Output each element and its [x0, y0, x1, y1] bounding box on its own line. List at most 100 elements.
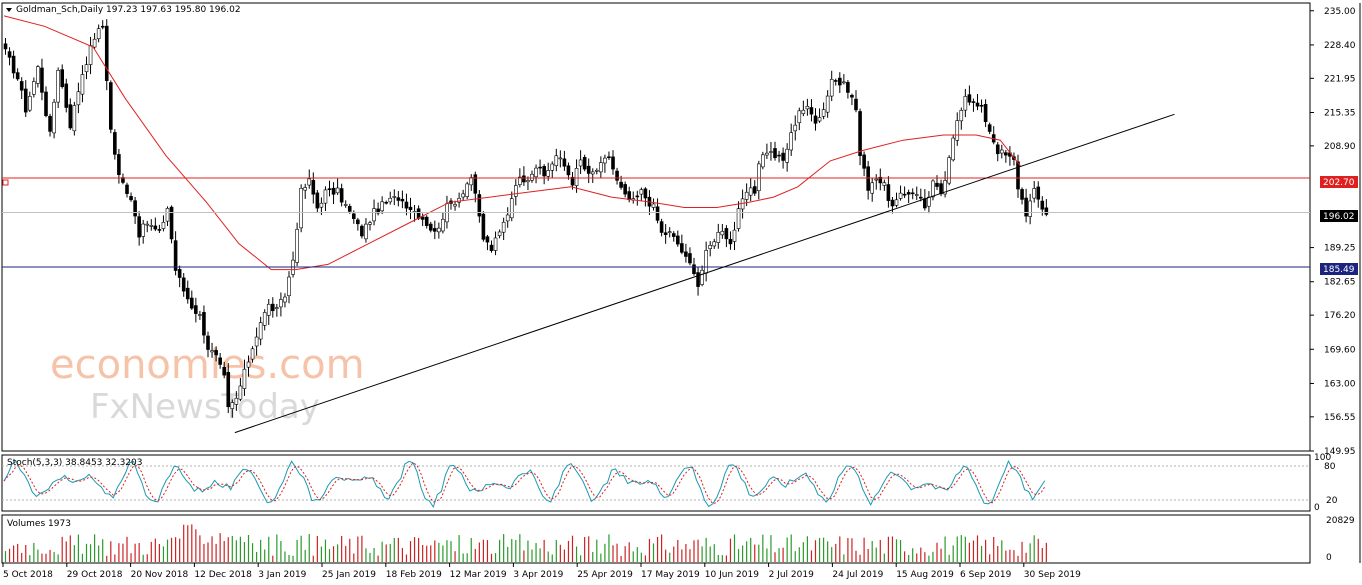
candle	[538, 159, 542, 175]
candle	[307, 169, 312, 189]
candle	[752, 180, 757, 196]
x-tick-label: 25 Apr 2019	[577, 570, 633, 580]
candle	[52, 99, 56, 139]
candle	[238, 377, 243, 402]
candle	[975, 94, 980, 111]
candle	[165, 206, 170, 227]
candle	[258, 316, 263, 346]
candle	[1004, 150, 1008, 163]
candle	[671, 231, 676, 242]
candle	[1016, 154, 1020, 198]
price-tick-label: 169.60	[1324, 345, 1356, 355]
candle	[149, 219, 154, 231]
candle	[485, 234, 490, 251]
candle	[469, 174, 474, 191]
candle	[878, 168, 883, 191]
candle	[392, 189, 397, 206]
candle	[862, 151, 866, 177]
candle	[64, 78, 69, 113]
moving-average-line	[3, 15, 1021, 271]
candle	[680, 234, 684, 255]
candle	[396, 191, 401, 207]
stoch-tick-100: 100	[1314, 453, 1331, 463]
candle	[846, 79, 850, 99]
candle	[1008, 146, 1012, 166]
x-tick-label: 2 Jul 2019	[769, 570, 814, 580]
candle	[364, 218, 368, 243]
candle	[109, 80, 113, 134]
candle	[562, 150, 567, 171]
candle	[959, 107, 964, 130]
candle	[441, 212, 445, 234]
x-tick-label: 3 Jan 2019	[258, 570, 306, 580]
candle	[327, 180, 332, 197]
resistance-marker	[2, 179, 9, 186]
support-label-box	[1320, 263, 1358, 275]
candle	[684, 243, 688, 263]
candle	[635, 190, 640, 206]
candle	[558, 150, 563, 168]
candle	[250, 346, 255, 363]
candle	[906, 189, 911, 204]
candle	[181, 273, 186, 297]
stoch-pane	[1, 454, 1311, 512]
candle	[246, 355, 251, 377]
candle	[311, 172, 316, 204]
stochastic-layer	[3, 460, 1046, 509]
price-tick-label: 176.20	[1324, 311, 1356, 321]
stoch-main-line	[3, 460, 1046, 509]
candle	[190, 290, 194, 311]
x-tick-label: 30 Sep 2019	[1024, 570, 1081, 580]
candle	[96, 24, 101, 43]
candle	[453, 200, 457, 211]
candle	[222, 361, 226, 379]
support-label: 185.49	[1323, 265, 1355, 275]
candle	[266, 299, 271, 325]
price-tick-label: 228.40	[1324, 41, 1356, 51]
stoch-tick-20: 20	[1326, 496, 1338, 506]
candle	[910, 188, 915, 200]
candle	[113, 129, 117, 160]
candle	[360, 224, 364, 239]
symbol-label: Goldman_Sch,Daily	[16, 5, 104, 15]
candle	[708, 241, 713, 257]
candle	[303, 183, 308, 199]
candle	[92, 32, 97, 49]
candle	[465, 181, 470, 200]
candle	[428, 221, 433, 233]
candle	[704, 241, 708, 282]
candle	[72, 101, 77, 136]
candle	[607, 151, 611, 160]
trendline	[234, 113, 1175, 434]
candle	[850, 93, 854, 106]
candle	[578, 150, 583, 175]
candle	[918, 188, 923, 202]
candle	[611, 150, 615, 175]
header-dropdown-icon[interactable]	[6, 8, 12, 12]
candle	[15, 68, 20, 81]
candle	[23, 80, 28, 117]
candle	[874, 174, 879, 190]
candle	[141, 219, 145, 244]
candle	[991, 126, 996, 145]
candle	[902, 186, 907, 199]
candle	[437, 222, 441, 239]
candle	[202, 305, 206, 344]
candle	[194, 297, 198, 323]
candle	[145, 220, 150, 233]
candle	[809, 99, 814, 122]
candle	[291, 251, 295, 278]
candle	[566, 162, 571, 180]
candle	[963, 88, 968, 118]
candle	[554, 148, 559, 172]
candle	[384, 200, 389, 205]
candle	[133, 196, 137, 224]
candle	[700, 265, 704, 287]
resistance-label-box	[1320, 176, 1358, 188]
candle	[270, 297, 275, 318]
candle	[748, 178, 753, 202]
stoch-tick-80: 80	[1324, 462, 1336, 472]
stoch-tick-0: 0	[1314, 503, 1320, 513]
candle	[356, 217, 360, 231]
